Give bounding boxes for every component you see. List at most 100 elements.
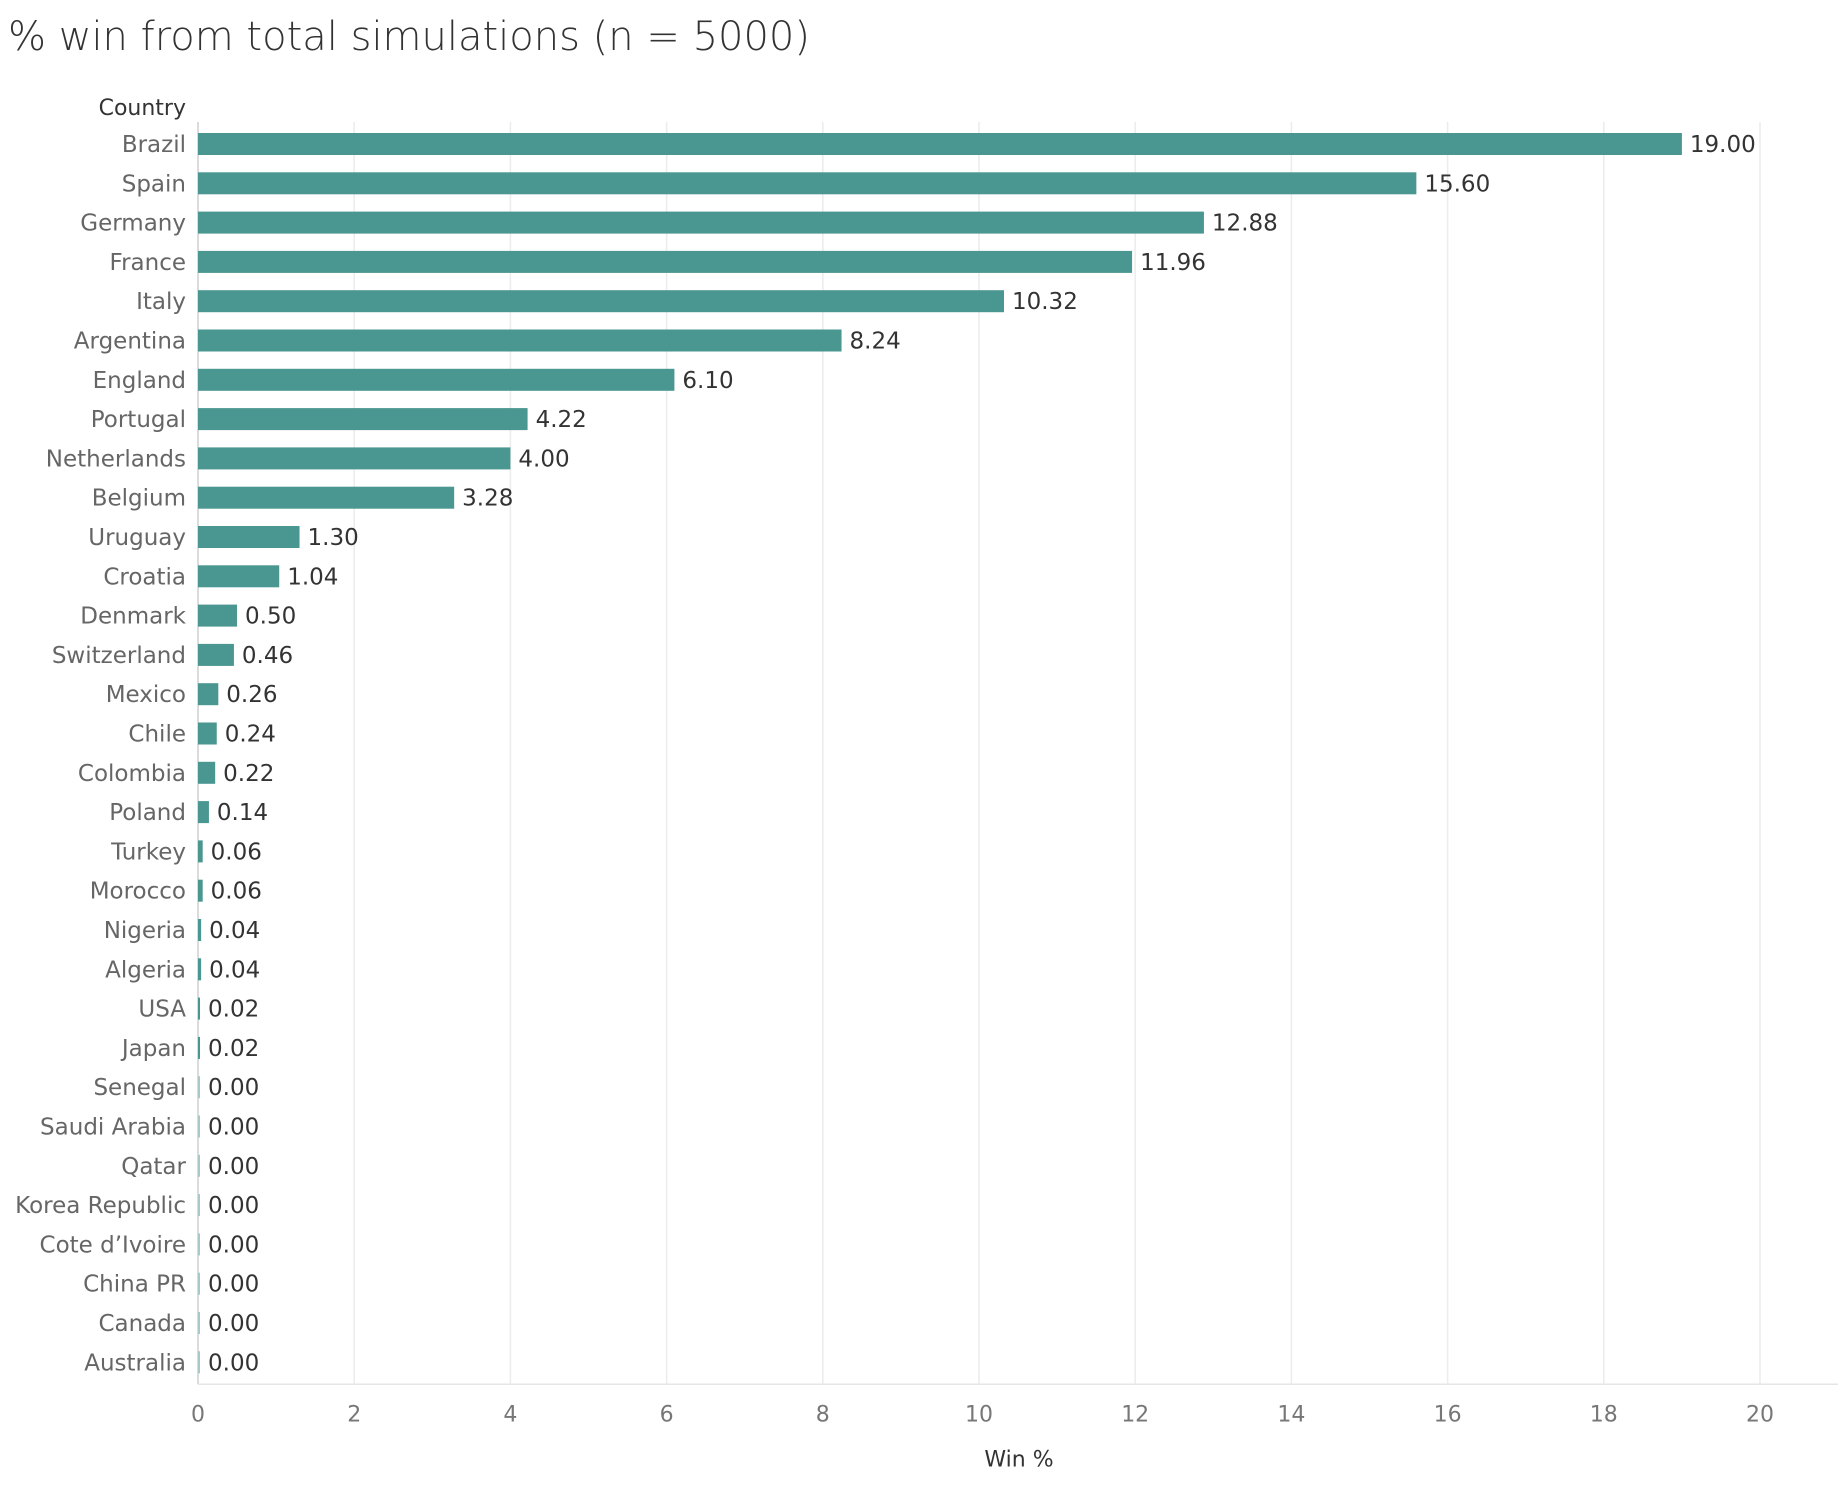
category-label: Switzerland bbox=[52, 643, 186, 669]
x-tick-label: 8 bbox=[816, 1402, 830, 1427]
value-label: 3.28 bbox=[462, 486, 513, 512]
x-tick-label: 0 bbox=[191, 1402, 205, 1427]
value-label: 15.60 bbox=[1424, 171, 1490, 197]
category-label: Belgium bbox=[92, 486, 186, 512]
category-label: Turkey bbox=[110, 839, 186, 865]
value-label: 11.96 bbox=[1140, 250, 1206, 276]
category-label: Morocco bbox=[90, 879, 186, 905]
value-label: 0.22 bbox=[223, 761, 274, 787]
bar-mexico bbox=[198, 683, 219, 706]
value-label: 1.30 bbox=[308, 525, 359, 551]
value-label: 0.26 bbox=[226, 682, 277, 708]
bar-brazil bbox=[198, 133, 1682, 155]
bar-netherlands bbox=[198, 447, 511, 470]
value-label: 4.00 bbox=[518, 446, 569, 472]
value-label: 0.00 bbox=[208, 1075, 259, 1101]
bar-belgium bbox=[198, 486, 455, 509]
bar-australia bbox=[198, 1351, 200, 1374]
y-axis-title: Country bbox=[99, 96, 186, 121]
bar-denmark bbox=[198, 604, 238, 627]
bar-nigeria bbox=[198, 919, 202, 941]
category-label: Poland bbox=[109, 800, 186, 826]
bar-usa bbox=[198, 997, 200, 1020]
value-label: 1.04 bbox=[287, 564, 338, 590]
bar-china-pr bbox=[198, 1272, 200, 1295]
labels: Country Brazil 19.00 Spain 15.60 Germany 12.88… bbox=[15, 96, 1756, 1376]
category-label: USA bbox=[138, 997, 186, 1023]
x-axis-title: Win % bbox=[984, 1447, 1053, 1472]
category-label: Qatar bbox=[121, 1154, 186, 1180]
bar-italy bbox=[198, 290, 1004, 313]
bar-qatar bbox=[198, 1154, 200, 1177]
x-tick-label: 18 bbox=[1590, 1402, 1618, 1427]
value-label: 10.32 bbox=[1012, 289, 1078, 315]
x-tick-label: 14 bbox=[1277, 1402, 1305, 1427]
value-label: 0.06 bbox=[211, 839, 262, 865]
value-label: 0.00 bbox=[208, 1350, 259, 1376]
value-label: 0.02 bbox=[208, 997, 259, 1023]
category-label: France bbox=[110, 250, 186, 276]
bar-chile bbox=[198, 722, 217, 745]
category-label: Netherlands bbox=[46, 446, 186, 472]
category-label: Mexico bbox=[106, 682, 186, 708]
value-label: 0.00 bbox=[208, 1272, 259, 1298]
category-label: Nigeria bbox=[104, 918, 186, 944]
value-label: 0.46 bbox=[242, 643, 293, 669]
category-label: Denmark bbox=[80, 604, 186, 630]
x-axis: 0 2 4 6 8 10 12 14 16 18 20 Win % bbox=[191, 1383, 1838, 1472]
category-label: Portugal bbox=[91, 407, 186, 433]
value-label: 0.00 bbox=[208, 1311, 259, 1337]
value-label: 0.06 bbox=[211, 879, 262, 905]
bar-england bbox=[198, 368, 675, 391]
value-label: 12.88 bbox=[1212, 211, 1278, 237]
bar-morocco bbox=[198, 879, 203, 902]
category-label: Brazil bbox=[122, 132, 186, 158]
category-label: Germany bbox=[80, 211, 186, 237]
bar-france bbox=[198, 250, 1133, 273]
category-label: Argentina bbox=[74, 329, 186, 355]
value-label: 0.04 bbox=[209, 918, 260, 944]
bar-japan bbox=[198, 1036, 200, 1059]
bars bbox=[198, 133, 1682, 1374]
bar-germany bbox=[198, 211, 1204, 234]
value-label: 4.22 bbox=[536, 407, 587, 433]
value-label: 0.00 bbox=[208, 1232, 259, 1258]
bar-poland bbox=[198, 801, 209, 824]
x-tick-label: 4 bbox=[503, 1402, 517, 1427]
bar-argentina bbox=[198, 329, 842, 352]
x-tick-label: 10 bbox=[965, 1402, 993, 1427]
value-label: 0.00 bbox=[208, 1154, 259, 1180]
bar-saudi-arabia bbox=[198, 1115, 200, 1138]
bar-senegal bbox=[198, 1076, 200, 1099]
value-label: 0.00 bbox=[208, 1115, 259, 1141]
category-label: Italy bbox=[136, 289, 186, 315]
chart-title: % win from total simulations (n = 5000) bbox=[8, 14, 810, 60]
category-label: Korea Republic bbox=[15, 1193, 186, 1219]
category-label: Croatia bbox=[103, 564, 186, 590]
category-label: Japan bbox=[120, 1036, 186, 1062]
category-label: China PR bbox=[83, 1272, 186, 1298]
value-label: 0.00 bbox=[208, 1193, 259, 1219]
category-label: Colombia bbox=[78, 761, 186, 787]
bar-croatia bbox=[198, 565, 280, 588]
bar-spain bbox=[198, 172, 1417, 195]
category-label: Chile bbox=[128, 722, 186, 748]
value-label: 0.50 bbox=[245, 604, 296, 630]
value-label: 0.02 bbox=[208, 1036, 259, 1062]
category-label: Australia bbox=[84, 1350, 186, 1376]
value-label: 0.14 bbox=[217, 800, 268, 826]
bar-algeria bbox=[198, 958, 202, 981]
bar-uruguay bbox=[198, 526, 300, 548]
x-tick-label: 20 bbox=[1746, 1402, 1774, 1427]
value-label: 0.24 bbox=[225, 722, 276, 748]
category-label: Cote d’Ivoire bbox=[40, 1232, 186, 1258]
x-tick-label: 2 bbox=[347, 1402, 361, 1427]
category-label: Saudi Arabia bbox=[40, 1115, 186, 1141]
value-label: 0.04 bbox=[209, 957, 260, 983]
x-tick-label: 6 bbox=[660, 1402, 674, 1427]
category-label: Uruguay bbox=[88, 525, 186, 551]
category-label: Canada bbox=[98, 1311, 186, 1337]
value-label: 6.10 bbox=[682, 368, 733, 394]
category-label: Spain bbox=[122, 171, 186, 197]
